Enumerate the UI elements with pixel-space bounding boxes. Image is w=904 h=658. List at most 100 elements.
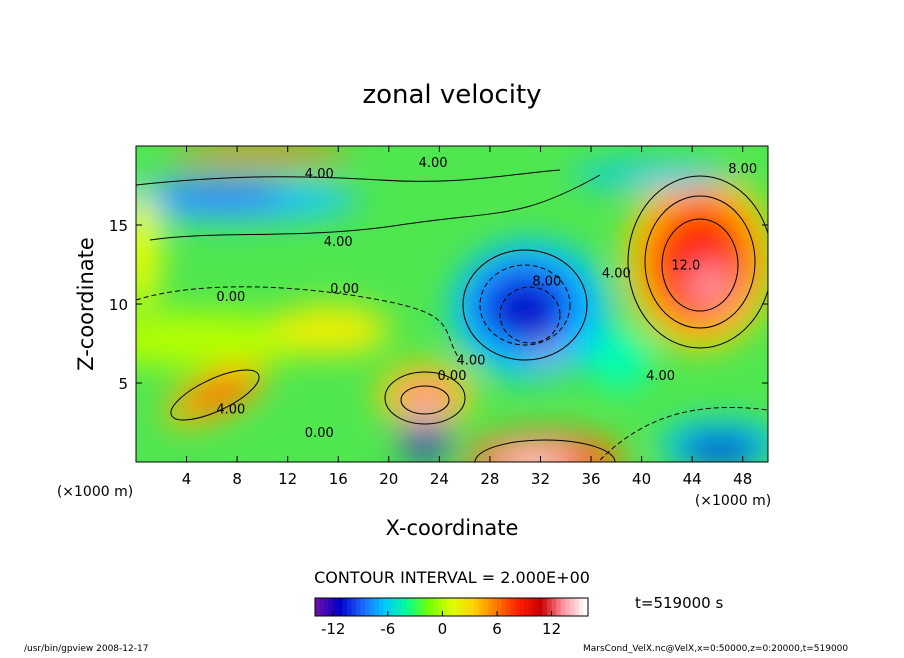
colorbar-segment [497,598,503,616]
contour-label: 4.00 [305,167,334,182]
colorbar-segment [547,598,553,616]
x-tick-label: 48 [733,470,752,488]
colorbar-segment [337,598,343,616]
x-unit-left: (×1000 m) [57,484,133,500]
colorbar-segment [469,598,475,616]
colorbar-segment [506,598,512,616]
contour-label: 0.00 [438,369,467,384]
colorbar-segment [487,598,494,616]
colorbar-tick-label: 0 [438,620,448,638]
colorbar-segment [333,598,339,616]
colorbar-segment [419,598,425,616]
colorbar-tick-label: -6 [380,620,395,638]
colorbar-segment [365,598,371,616]
chart-title: zonal velocity [362,80,541,110]
contour-label: 4.00 [216,402,245,417]
colorbar-segment [424,598,430,616]
y-tick-label: 5 [118,375,128,393]
colorbar-segment [474,598,480,616]
colorbar-segment [378,598,384,616]
x-axis-label: X-coordinate [386,516,519,540]
x-tick-label: 20 [379,470,398,488]
x-tick-label: 32 [531,470,550,488]
colorbar-segment [524,598,530,616]
colorbar-segment [569,598,575,616]
colorbar-segment [510,598,516,616]
colorbar-segment [342,598,348,616]
colorbar-segment [456,598,462,616]
colorbar-segment [396,598,403,616]
contour-label: 8.00 [532,274,561,289]
colorbar-segment [328,598,334,616]
colorbar-segment [324,598,330,616]
colorbar-segment [492,598,498,616]
colorbar-segment [410,598,416,616]
colorbar-segment [428,598,434,616]
colorbar-segment [501,598,507,616]
contour-label: 4.00 [324,235,353,250]
colorbar-segment [383,598,389,616]
contour-label: 4.00 [602,266,631,281]
x-tick-label: 44 [683,470,702,488]
x-tick-label: 12 [278,470,297,488]
colorbar-segment [392,598,398,616]
colorbar-segment [574,598,580,616]
colorbar-segment [542,598,548,616]
colorbar-frame [314,597,589,617]
time-label: t=519000 s [635,594,723,612]
colorbar-segment [446,598,453,616]
colorbar-tick-label: -12 [321,620,346,638]
colorbar-segment [451,598,457,616]
contour-label: 8.00 [728,162,757,177]
colorbar-segment [560,598,566,616]
plot-area: 4.004.00 8.004.008.0012.00.000.004.004.00… [136,146,768,462]
colorbar-segment [578,598,585,616]
colorbar-segment [401,598,407,616]
y-tick-label: 15 [109,217,128,235]
colorbar-segment [374,598,380,616]
colorbar-segment [360,598,366,616]
colorbar-segment [433,598,439,616]
colorbar-segment [519,598,525,616]
colorbar-segment [355,598,362,616]
colorbar-segment [556,598,562,616]
colorbar-segment [437,598,443,616]
colorbar-segment [583,598,589,616]
y-axis-label: Z-coordinate [74,237,98,371]
footer-left: /usr/bin/gpview 2008-12-17 [24,644,148,654]
colorbar-segment [319,598,325,616]
x-tick-label: 4 [182,470,192,488]
colorbar-segment [565,598,571,616]
x-tick-label: 28 [480,470,499,488]
x-axis: 4 8 12 16 20 24 28 32 36 40 44 48 [182,146,752,488]
x-tick-label: 16 [329,470,348,488]
contour-label: 4.00 [456,353,485,368]
y-axis: 5 10 15 [109,217,768,393]
contour-label: 0.00 [216,290,245,305]
colorbar-segment [528,598,534,616]
colorbar-segment [515,598,521,616]
colorbar-segment [465,598,471,616]
colorbar-segment [551,598,557,616]
colorbar-segment [537,598,544,616]
colorbar-segment [483,598,489,616]
colorbar-segment [351,598,357,616]
x-tick-label: 40 [632,470,651,488]
colorbar-segment [442,598,448,616]
colorbar-tick-label: 6 [492,620,502,638]
y-tick-label: 10 [109,296,128,314]
colorbar-segment [415,598,421,616]
colorbar-ticks: -12 -6 0 6 12 [321,611,561,638]
colorbar-segment [387,598,393,616]
x-unit-right: (×1000 m) [695,493,771,509]
x-tick-label: 8 [232,470,242,488]
contour-interval-label: CONTOUR INTERVAL = 2.000E+00 [314,568,590,587]
colorbar-segment [478,598,484,616]
colorbar-tick-label: 12 [542,620,561,638]
x-tick-label: 24 [430,470,449,488]
contour-label: 12.0 [671,259,700,274]
contour-label: 0.00 [330,282,359,297]
colorbar-segment [406,598,412,616]
footer-right: MarsCond_VelX.nc@VelX,x=0:50000,z=0:2000… [583,644,848,654]
